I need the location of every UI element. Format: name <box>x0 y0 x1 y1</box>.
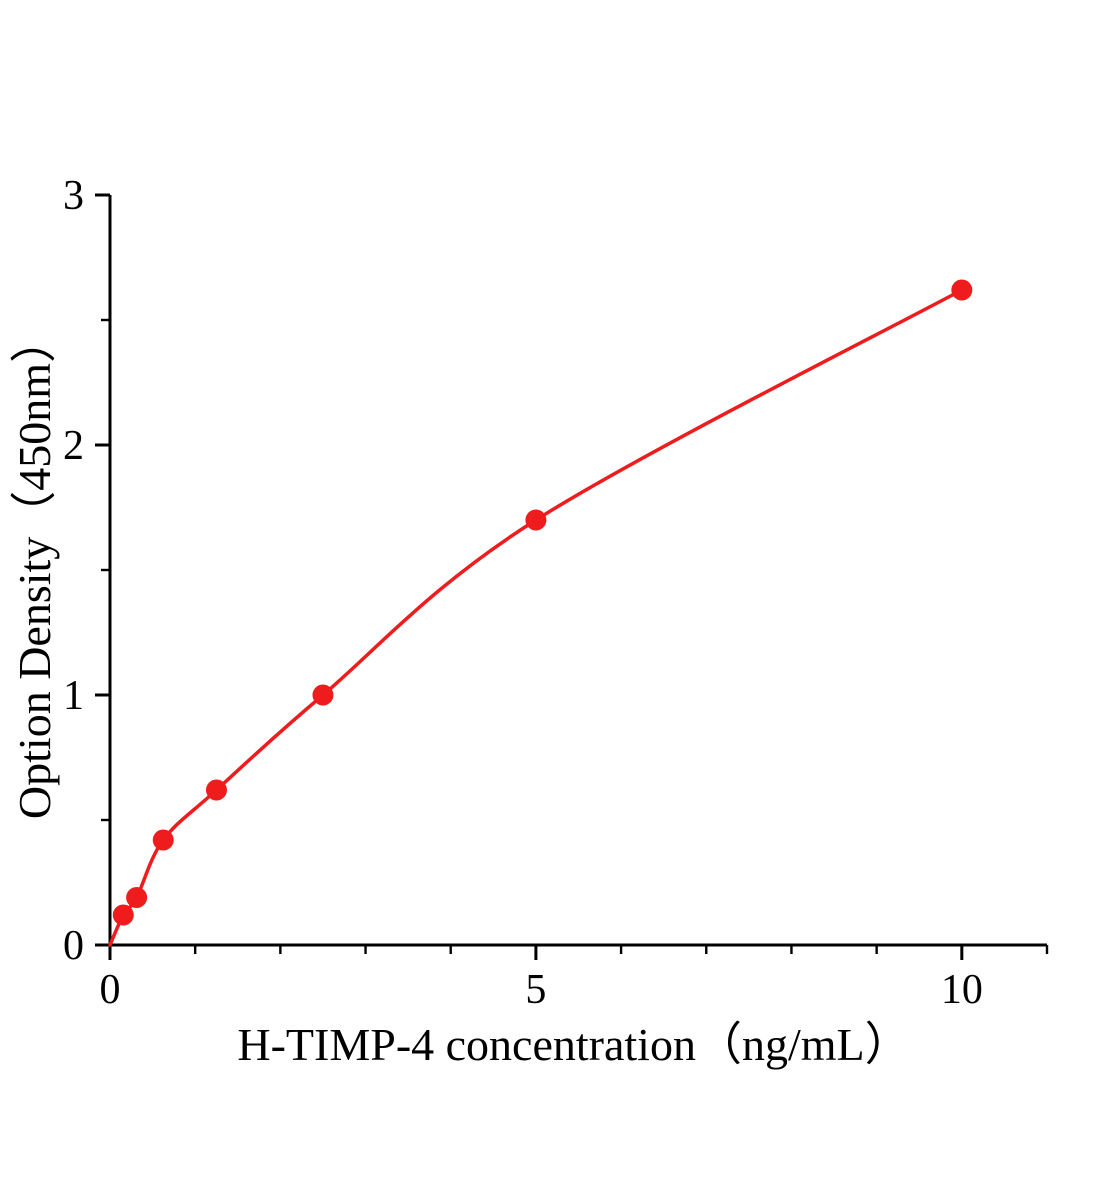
y-tick-label: 0 <box>63 923 84 969</box>
y-tick-label: 3 <box>63 173 84 219</box>
data-point <box>951 279 973 301</box>
x-tick-label: 10 <box>941 967 983 1013</box>
data-point <box>525 509 547 531</box>
data-point <box>205 779 227 801</box>
x-tick-label: 5 <box>525 967 546 1013</box>
x-axis-label: H-TIMP-4 concentration（ng/mL） <box>237 1019 910 1070</box>
data-point <box>126 887 148 908</box>
standard-curve-line <box>108 288 964 947</box>
plot-area: 0 5 10 0 1 2 3 <box>63 173 1049 1013</box>
y-tick-label: 2 <box>63 423 84 469</box>
data-point <box>112 904 134 926</box>
y-axis-label: Option Density（450nm） <box>9 317 60 819</box>
y-tick-label: 1 <box>63 673 84 719</box>
x-tick-label: 0 <box>100 967 121 1013</box>
data-point <box>152 829 174 851</box>
data-point <box>312 684 334 706</box>
